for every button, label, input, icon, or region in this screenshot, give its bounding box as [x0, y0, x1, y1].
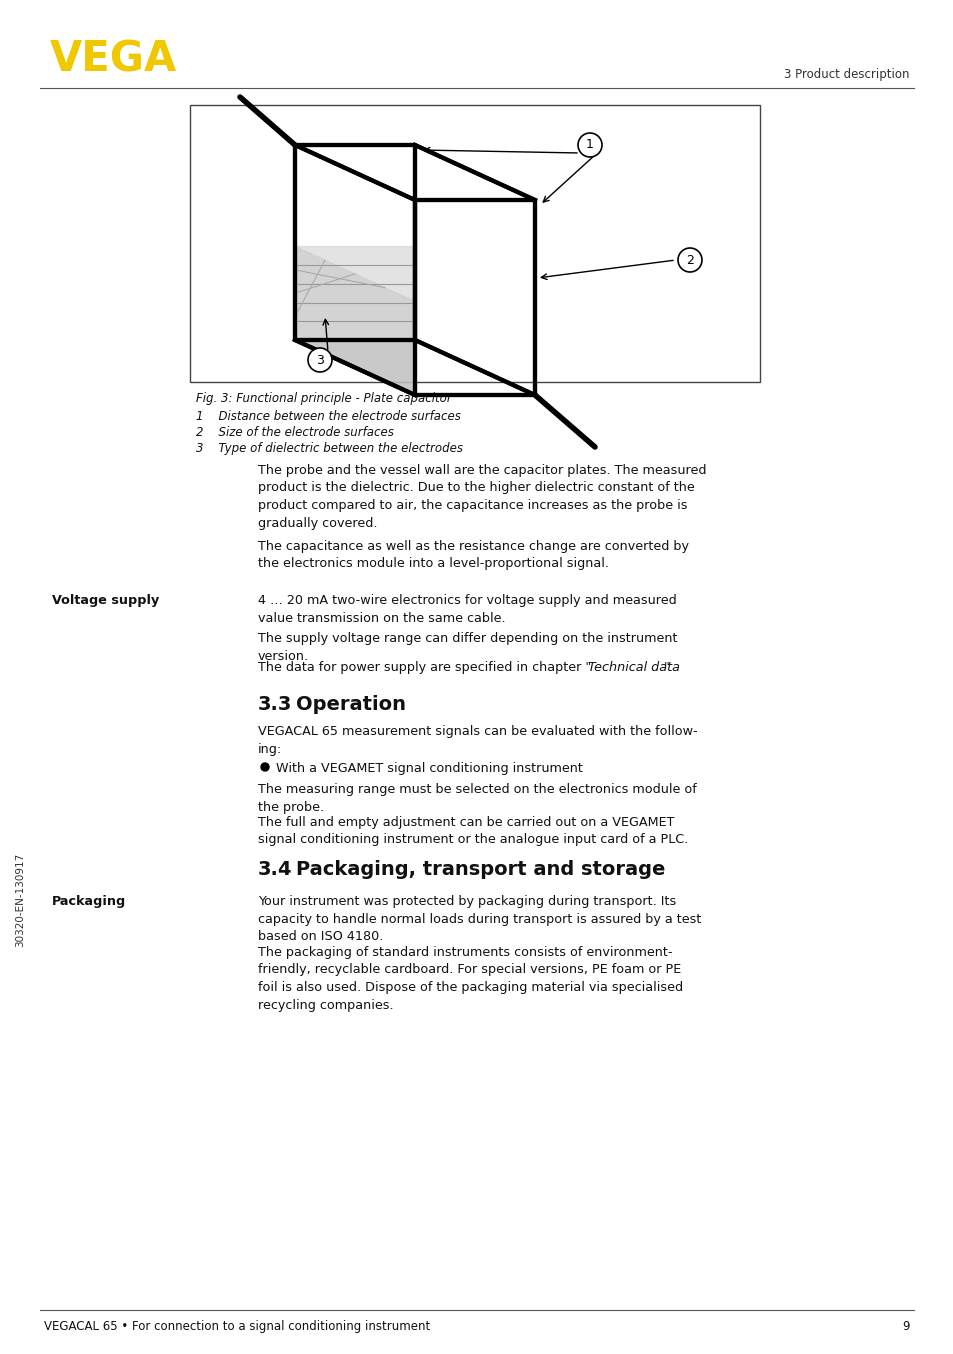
- Text: ".: ".: [663, 661, 673, 674]
- Text: Packaging, transport and storage: Packaging, transport and storage: [295, 860, 664, 879]
- Text: The full and empty adjustment can be carried out on a VEGAMET
signal conditionin: The full and empty adjustment can be car…: [257, 816, 688, 846]
- Polygon shape: [294, 246, 415, 395]
- Text: Voltage supply: Voltage supply: [52, 594, 159, 607]
- Text: 9: 9: [902, 1320, 909, 1332]
- Text: 2: 2: [685, 253, 693, 267]
- Text: The data for power supply are specified in chapter ": The data for power supply are specified …: [257, 661, 591, 674]
- Text: 30320-EN-130917: 30320-EN-130917: [15, 853, 25, 948]
- Text: 1: 1: [585, 138, 594, 152]
- Text: 3.3: 3.3: [257, 695, 292, 714]
- Text: With a VEGAMET signal conditioning instrument: With a VEGAMET signal conditioning instr…: [275, 762, 582, 774]
- Text: 3    Type of dielectric between the electrodes: 3 Type of dielectric between the electro…: [195, 441, 462, 455]
- Text: Your instrument was protected by packaging during transport. Its
capacity to han: Your instrument was protected by packagi…: [257, 895, 700, 942]
- Circle shape: [308, 348, 332, 372]
- Text: 3.4: 3.4: [257, 860, 293, 879]
- Text: Operation: Operation: [295, 695, 406, 714]
- Text: The measuring range must be selected on the electronics module of
the probe.: The measuring range must be selected on …: [257, 783, 696, 814]
- Text: 1    Distance between the electrode surfaces: 1 Distance between the electrode surface…: [195, 410, 460, 422]
- Text: 3: 3: [315, 353, 324, 367]
- Bar: [190, 106, 760, 382]
- Text: The probe and the vessel wall are the capacitor plates. The measured
product is : The probe and the vessel wall are the ca…: [257, 464, 706, 529]
- Text: The packaging of standard instruments consists of environment-
friendly, recycla: The packaging of standard instruments co…: [257, 946, 682, 1011]
- Text: The supply voltage range can differ depending on the instrument
version.: The supply voltage range can differ depe…: [257, 632, 677, 662]
- Text: VEGACAL 65 • For connection to a signal conditioning instrument: VEGACAL 65 • For connection to a signal …: [44, 1320, 430, 1332]
- Circle shape: [261, 764, 269, 770]
- Text: VEGA: VEGA: [50, 39, 177, 81]
- Text: VEGACAL 65 measurement signals can be evaluated with the follow-
ing:: VEGACAL 65 measurement signals can be ev…: [257, 724, 697, 756]
- Circle shape: [678, 248, 701, 272]
- Polygon shape: [294, 246, 415, 340]
- Text: The capacitance as well as the resistance change are converted by
the electronic: The capacitance as well as the resistanc…: [257, 540, 688, 570]
- Text: Packaging: Packaging: [52, 895, 126, 909]
- Text: 4 … 20 mA two-wire electronics for voltage supply and measured
value transmissio: 4 … 20 mA two-wire electronics for volta…: [257, 594, 676, 624]
- Text: Technical data: Technical data: [587, 661, 679, 674]
- Circle shape: [578, 133, 601, 157]
- Text: Fig. 3: Functional principle - Plate capacitor: Fig. 3: Functional principle - Plate cap…: [195, 393, 452, 405]
- Text: 3 Product description: 3 Product description: [783, 68, 909, 81]
- Text: 2    Size of the electrode surfaces: 2 Size of the electrode surfaces: [195, 427, 394, 439]
